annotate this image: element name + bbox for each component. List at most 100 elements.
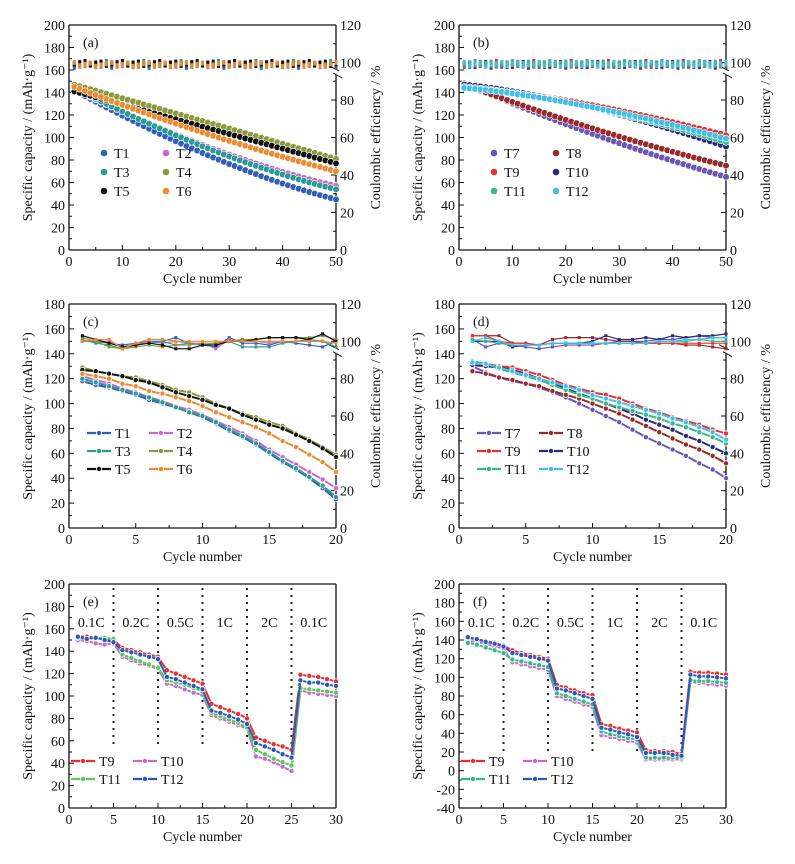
legend-swatch-marker [162, 149, 170, 157]
y-right-axis-title: Coulombic efficiency / % [759, 344, 774, 488]
ce-point [134, 345, 138, 349]
y-right-tick-label: 40 [730, 447, 744, 462]
x-tick-label: 40 [276, 255, 290, 270]
ce-point [569, 61, 573, 67]
ce-point [267, 341, 271, 345]
capacity-point [723, 430, 730, 437]
y-tick-label: 120 [434, 109, 455, 124]
legend-swatch-marker [96, 447, 103, 454]
ce-point [158, 58, 162, 64]
y-right-tick-label: 0 [730, 244, 737, 259]
y-right-axis-title: Coulombic efficiency / % [759, 65, 774, 209]
legend-label: T11 [99, 773, 121, 788]
y-tick-label: 180 [434, 597, 455, 612]
capacity-point [651, 749, 658, 756]
capacity-point [226, 405, 233, 412]
y-right-tick-label: 0 [340, 522, 347, 537]
ce-point [334, 337, 338, 341]
ce-point [214, 345, 218, 349]
ce-point [532, 61, 536, 67]
capacity-point [576, 391, 583, 398]
ce-point [190, 60, 194, 66]
ce-point [550, 345, 554, 349]
y-tick-label: 80 [441, 422, 455, 437]
x-tick-label: 5 [110, 813, 117, 828]
legend-label: T11 [505, 463, 527, 478]
ce-point [88, 60, 92, 66]
capacity-point [509, 368, 516, 375]
ce-point [596, 63, 600, 69]
ce-point [160, 339, 164, 343]
ce-point [131, 60, 135, 66]
capacity-point [464, 639, 471, 646]
x-axis-title: Cycle number [553, 830, 632, 845]
rate-label: 0.1C [468, 616, 495, 631]
y-right-tick-label: 20 [340, 485, 354, 500]
panel-label: (a) [83, 36, 99, 51]
capacity-point [602, 405, 609, 412]
capacity-point [106, 370, 113, 377]
legend-label: T1 [114, 147, 130, 162]
capacity-point [226, 414, 233, 421]
ce-point [80, 337, 84, 341]
ce-point [249, 59, 253, 65]
capacity-point [589, 391, 596, 398]
ce-point [628, 60, 632, 66]
capacity-point [261, 751, 268, 758]
ce-point [227, 339, 231, 343]
capacity-point [279, 425, 286, 432]
y-right-tick-label: 0 [340, 244, 347, 259]
ce-point [307, 61, 311, 67]
ce-point [120, 61, 124, 67]
ce-point [713, 62, 717, 68]
capacity-point [146, 661, 153, 668]
ce-point [201, 341, 204, 345]
ce-point [241, 345, 245, 349]
capacity-point [571, 695, 578, 702]
legend-label: T6 [177, 463, 193, 478]
capacity-point [602, 400, 609, 407]
capacity-point [332, 468, 339, 475]
capacity-point [536, 662, 543, 669]
capacity-point [464, 634, 471, 641]
ce-point [719, 61, 723, 67]
capacity-point [723, 450, 730, 457]
y-tick-label: 180 [434, 42, 455, 57]
capacity-point [137, 658, 144, 665]
capacity-point [562, 693, 569, 700]
ce-point [500, 59, 504, 65]
x-tick-label: 40 [666, 255, 680, 270]
ce-point [291, 61, 295, 67]
ce-point [94, 63, 98, 69]
capacity-point [212, 401, 219, 408]
ce-point [174, 347, 178, 351]
legend-item: T1 [87, 427, 131, 442]
legend: T9 T10 T11 T12 [461, 755, 574, 788]
legend-swatch-marker [96, 429, 103, 436]
x-tick-label: 50 [329, 255, 343, 270]
x-tick-label: 10 [151, 813, 165, 828]
y-tick-label: 120 [434, 653, 455, 668]
y-right-axis-title: Coulombic efficiency / % [369, 65, 384, 209]
legend-swatch-marker [157, 429, 164, 436]
ce-point [655, 63, 659, 69]
ce-point [524, 343, 528, 347]
x-tick-label: 10 [505, 255, 519, 270]
capacity-point [709, 466, 716, 473]
series-t12 [464, 634, 730, 759]
capacity-point [235, 710, 242, 717]
ce-point [617, 339, 621, 343]
legend-item: T12 [523, 773, 574, 788]
ce-point [510, 58, 514, 64]
x-tick-label: 20 [169, 255, 183, 270]
y-tick-label: 0 [448, 522, 455, 537]
legend-item: T10 [523, 755, 574, 770]
capacity-point [669, 426, 676, 433]
x-tick-label: 20 [719, 533, 733, 548]
legend-label: T12 [551, 773, 574, 788]
ce-point [671, 337, 675, 341]
ce-point [711, 339, 715, 343]
ce-point [516, 60, 520, 66]
ce-point [577, 336, 581, 340]
capacity-point [687, 671, 694, 678]
